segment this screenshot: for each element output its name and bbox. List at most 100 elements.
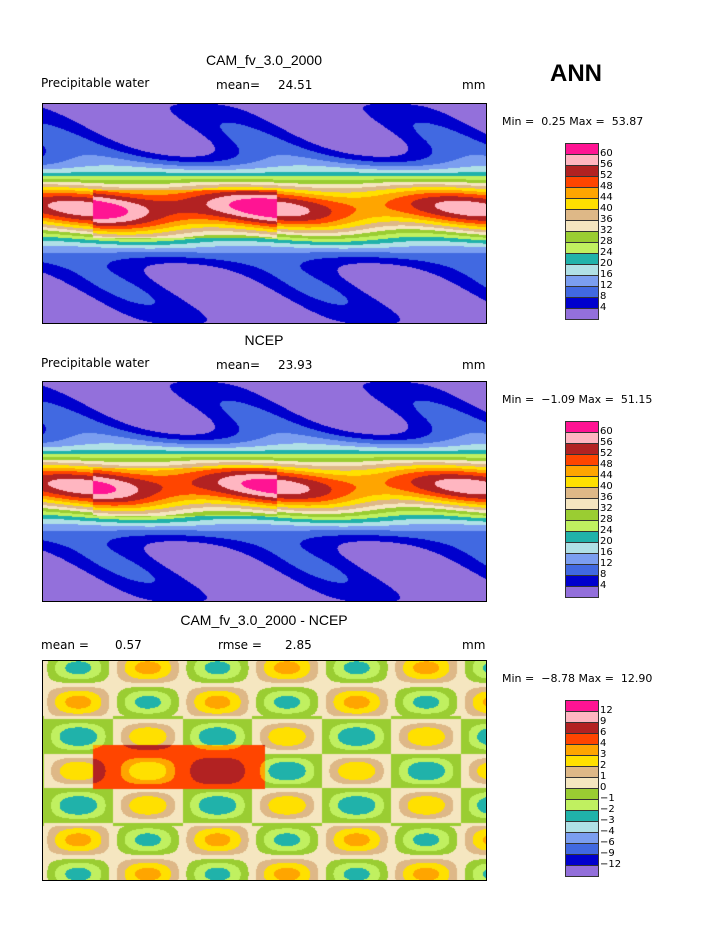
colorbar-tick-label: 60: [600, 148, 613, 159]
colorbar-box: [566, 734, 598, 745]
colorbar-box: [566, 712, 598, 723]
colorbar-box: [566, 767, 598, 778]
colorbar-box: [566, 565, 598, 576]
colorbar-box: [566, 221, 598, 232]
colorbar-box: [566, 811, 598, 822]
colorbar-tick-label: 3: [600, 749, 607, 760]
colorbar-box: [566, 844, 598, 855]
map-panel: [42, 103, 487, 324]
colorbar-tick-label: 40: [600, 203, 613, 214]
colorbar-box: [566, 855, 598, 866]
map-panel: [42, 660, 487, 881]
min-value: −8.78: [541, 672, 575, 685]
colorbar-tick-label: 48: [600, 459, 613, 470]
colorbar-tick-label: −4: [600, 826, 615, 837]
colorbar-box: [566, 199, 598, 210]
colorbar-tick-label: 48: [600, 181, 613, 192]
colorbar-tick-label: 12: [600, 280, 613, 291]
max-label: Max =: [578, 672, 614, 685]
colorbar-tick-label: 24: [600, 247, 613, 258]
colorbar-box: [566, 265, 598, 276]
map-panel: [42, 381, 487, 602]
colorbar-tick-label: 16: [600, 547, 613, 558]
colorbar-box: [566, 800, 598, 811]
colorbar-box: [566, 510, 598, 521]
colorbar-tick-label: 0: [600, 782, 607, 793]
mean-value: 0.57: [115, 638, 142, 652]
rmse-label: rmse =: [218, 638, 262, 652]
colorbar-box: [566, 254, 598, 265]
colorbar-box: [566, 422, 598, 433]
max-value: 51.15: [620, 393, 653, 406]
colorbar-box: [566, 455, 598, 466]
colorbar-tick-label: 20: [600, 258, 613, 269]
colorbar-tick-label: 24: [600, 525, 613, 536]
colorbar-box: [566, 745, 598, 756]
mean-label: mean=: [216, 358, 261, 372]
mean-label: mean=: [216, 78, 261, 92]
colorbar-tick-label: 9: [600, 716, 607, 727]
colorbar-tick-label: −2: [600, 804, 615, 815]
colorbar-tick-label: 56: [600, 437, 613, 448]
colorbar-tick-label: 4: [600, 302, 607, 313]
panel-title: NCEP: [244, 332, 284, 348]
colorbar-tick-label: 28: [600, 514, 613, 525]
colorbar-tick-label: 40: [600, 481, 613, 492]
colorbar-box: [566, 444, 598, 455]
mean-value: 24.51: [278, 78, 313, 92]
colorbar-tick-label: 4: [600, 580, 607, 591]
colorbar-tick-label: 8: [600, 569, 607, 580]
units-label: mm: [462, 638, 486, 652]
season-label: ANN: [550, 60, 602, 87]
units-label: mm: [462, 78, 486, 92]
colorbar-tick-label: 16: [600, 269, 613, 280]
colorbar-box: [566, 833, 598, 844]
colorbar-box: [566, 866, 598, 876]
colorbar-tick-label: −6: [600, 837, 615, 848]
colorbar-box: [566, 210, 598, 221]
min-label: Min =: [502, 115, 535, 128]
colorbar-box: [566, 309, 598, 319]
colorbar-box: [566, 155, 598, 166]
colorbar-box: [566, 723, 598, 734]
colorbar: [565, 421, 599, 598]
mean-value: 23.93: [278, 358, 313, 372]
colorbar-box: [566, 576, 598, 587]
colorbar-box: [566, 499, 598, 510]
colorbar-box: [566, 587, 598, 597]
colorbar-box: [566, 789, 598, 800]
variable-label: Precipitable water: [41, 356, 150, 370]
min-value: 0.25: [541, 115, 566, 128]
max-label: Max =: [569, 115, 605, 128]
variable-label: Precipitable water: [41, 76, 150, 90]
colorbar-box: [566, 188, 598, 199]
colorbar-box: [566, 276, 598, 287]
units-label: mm: [462, 358, 486, 372]
colorbar: [565, 700, 599, 877]
colorbar-tick-label: 20: [600, 536, 613, 547]
rmse-value: 2.85: [285, 638, 312, 652]
colorbar-tick-label: 52: [600, 448, 613, 459]
colorbar-tick-label: 36: [600, 492, 613, 503]
colorbar-box: [566, 822, 598, 833]
colorbar-tick-label: 2: [600, 760, 607, 771]
panel-title: CAM_fv_3.0_2000 - NCEP: [180, 612, 348, 628]
min-label: Min =: [502, 393, 535, 406]
colorbar-tick-label: 32: [600, 225, 613, 236]
min-label: Min =: [502, 672, 535, 685]
max-value: 12.90: [620, 672, 653, 685]
colorbar-tick-label: −9: [600, 848, 615, 859]
colorbar-box: [566, 177, 598, 188]
colorbar-tick-label: −3: [600, 815, 615, 826]
colorbar-box: [566, 778, 598, 789]
colorbar-box: [566, 521, 598, 532]
colorbar-box: [566, 166, 598, 177]
max-label: Max =: [578, 393, 614, 406]
colorbar-box: [566, 554, 598, 565]
mean-label: mean =: [41, 638, 89, 652]
colorbar-tick-label: 44: [600, 470, 613, 481]
colorbar-tick-label: 12: [600, 705, 613, 716]
colorbar-box: [566, 756, 598, 767]
max-value: 53.87: [611, 115, 644, 128]
colorbar-tick-label: 1: [600, 771, 607, 782]
